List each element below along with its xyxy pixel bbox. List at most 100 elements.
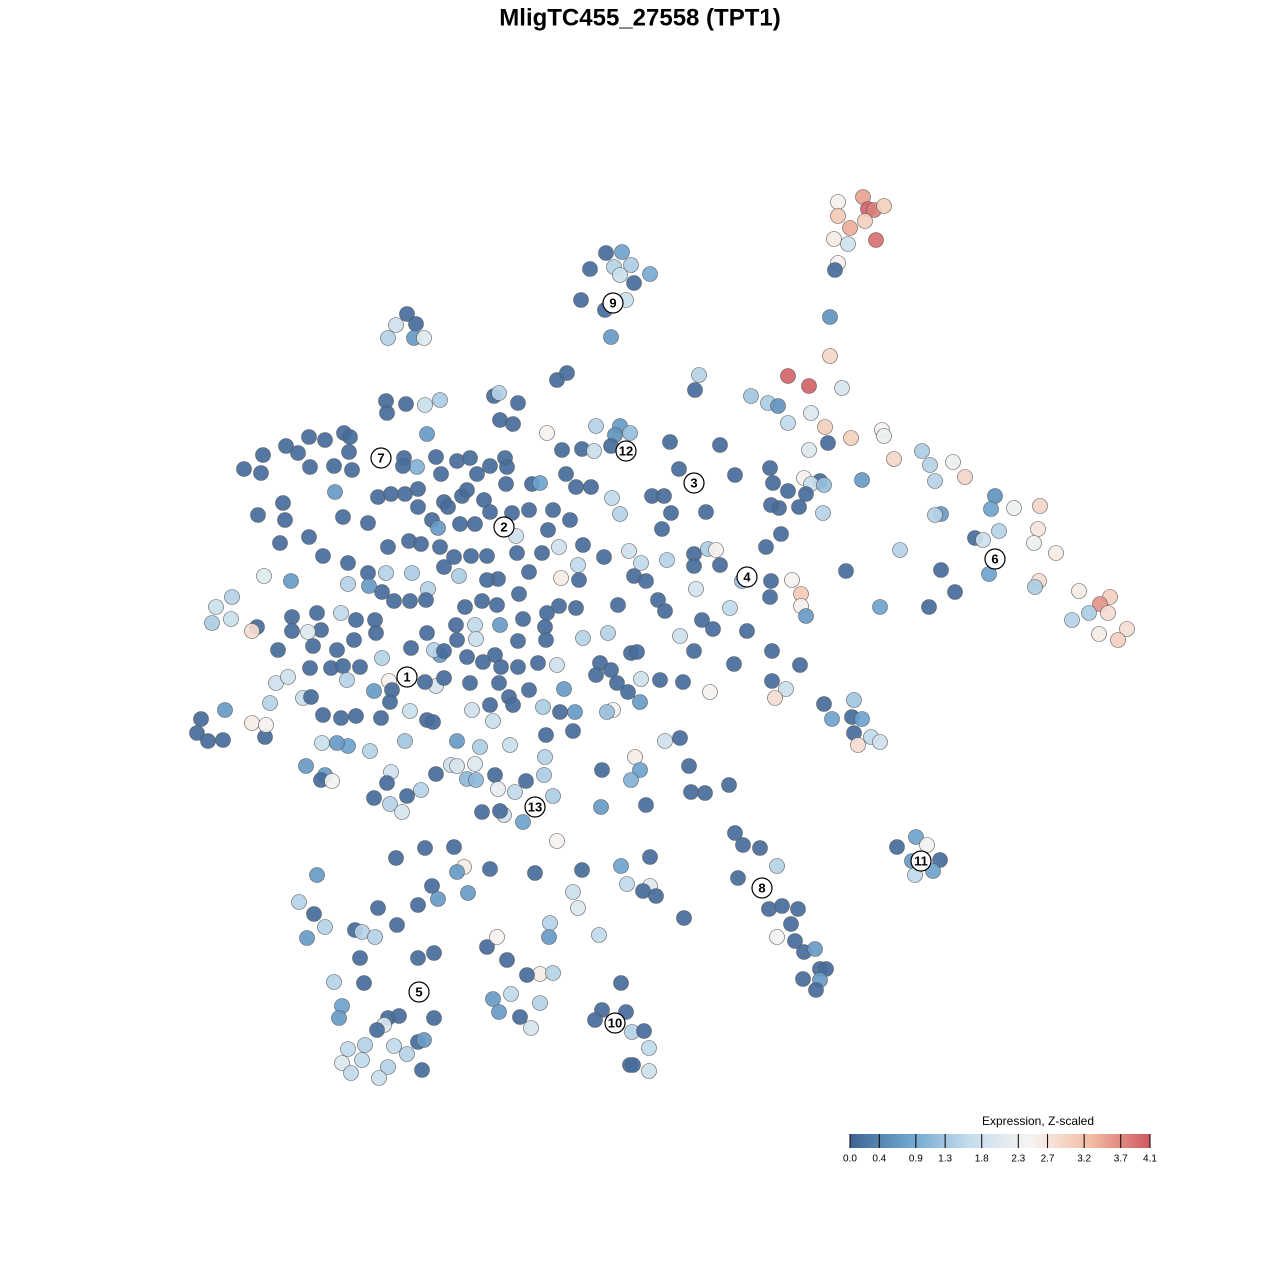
cell-point [780,415,796,431]
cell-point [333,710,349,726]
cluster-marker [370,447,392,469]
cell-point [479,572,495,588]
cell-point [721,777,737,793]
cell-point [586,443,602,459]
cell-point [571,572,587,588]
cell-point [380,539,396,555]
cell-point [419,426,435,442]
cell-point [487,767,503,783]
cell-point [591,927,607,943]
cell-point [379,405,395,421]
cell-point [1081,605,1097,621]
cell-point [324,773,340,789]
cell-point [1064,612,1080,628]
cell-point [360,565,376,581]
cell-point [327,484,343,500]
cell-point [335,509,351,525]
cell-point [317,432,333,448]
cell-point [708,542,724,558]
cell-point [551,598,567,614]
cell-point [499,459,515,475]
cell-point [549,833,565,849]
cell-point [842,220,858,236]
cell-point [712,437,728,453]
cell-point [672,730,688,746]
cell-point [491,675,507,691]
cell-point [705,621,721,637]
cluster-label: 4 [743,569,751,584]
cell-point [532,966,548,982]
cell-point [284,609,300,625]
cell-point [957,469,973,485]
cell-point [315,548,331,564]
colorbar-tick-label: 4.1 [1143,1154,1157,1165]
cell-point [681,758,697,774]
points [189,189,1135,1086]
cell-point [534,545,550,561]
cell-point [662,434,678,450]
cell-point [820,435,836,451]
cell-point [612,506,628,522]
cell-point [510,633,526,649]
cell-point [553,570,569,586]
cell-point [632,762,648,778]
colorbar-tick-label: 2.3 [1011,1154,1025,1165]
cell-point [510,659,526,675]
cell-point [303,689,319,705]
cell-point [922,457,938,473]
cell-point [694,612,710,628]
cell-point [762,460,778,476]
cell-point [215,732,231,748]
cell-point [491,385,507,401]
cell-point [459,649,475,665]
cell-point [604,490,620,506]
cell-point [587,1012,603,1028]
cell-point [352,659,368,675]
cell-point [582,261,598,277]
cell-point [727,467,743,483]
cell-point [492,617,508,633]
cell-point [388,317,404,333]
cell-point [537,749,553,765]
cell-point [539,425,555,441]
cell-point [306,906,322,922]
cell-point [521,682,537,698]
cell-point [340,576,356,592]
cell-point [763,497,779,513]
cell-point [278,438,294,454]
colorbar-tick-label: 2.7 [1041,1154,1055,1165]
cell-point [688,581,704,597]
cell-point [1030,521,1046,537]
cell-point [380,330,396,346]
cell-point [554,442,570,458]
cluster-marker [408,981,430,1003]
cell-point [467,516,483,532]
cell-point [482,458,498,474]
cell-point [795,971,811,987]
cell-point [983,501,999,517]
cell-point [379,775,395,791]
cell-point [253,465,269,481]
cell-point [830,194,846,210]
cell-point [565,884,581,900]
cell-point [1071,583,1087,599]
cell-point [352,950,368,966]
cell-point [217,702,233,718]
cell-point [414,1062,430,1078]
cell-point [876,198,892,214]
cell-point [459,482,475,498]
cell-point [686,558,702,574]
cell-point [314,735,330,751]
colorbar-tick-label: 0.9 [909,1154,923,1165]
cell-point [367,612,383,628]
cell-point [540,522,556,538]
cell-point [822,348,838,364]
cell-point [492,803,508,819]
cell-point [663,505,679,521]
cell-point [892,542,908,558]
cell-point [389,917,405,933]
colorbar: Expression, Z-scaled 0.0 0.4 0.9 1.3 1.8 2.3 2… [843,1114,1157,1164]
cell-point [386,593,402,609]
cell-point [927,473,943,489]
cell-point [398,396,414,412]
